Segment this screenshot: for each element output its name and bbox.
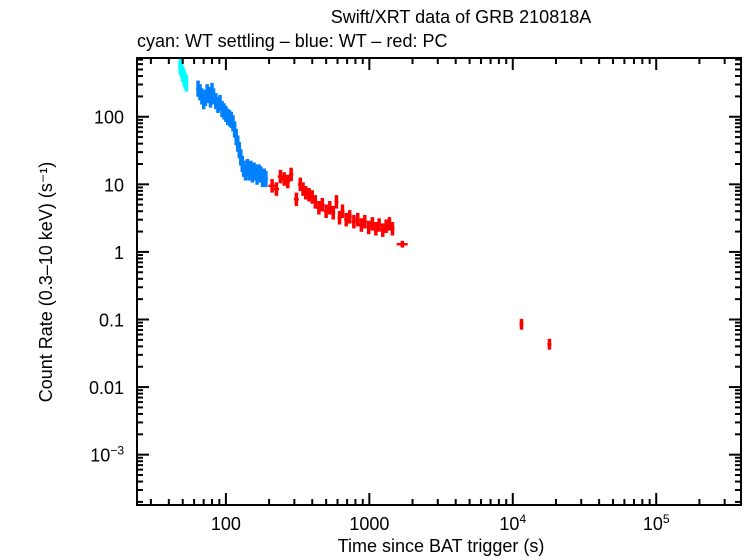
data-point [303, 186, 308, 200]
data-point [377, 218, 382, 232]
data-point [316, 201, 322, 215]
y-tick-labels: 100 10 1 0.1 0.01 10−3 [89, 108, 124, 466]
data-point [547, 338, 552, 350]
data-point [347, 210, 352, 224]
data-point [519, 318, 524, 330]
x-tick-label: 1000 [349, 514, 389, 534]
data-point [268, 179, 276, 193]
plot-frame [136, 57, 742, 506]
data-point [331, 205, 336, 220]
data-point [277, 169, 283, 184]
data-point [184, 75, 189, 92]
x-tick-label: 105 [643, 512, 670, 534]
data-points [178, 58, 552, 350]
data-point [288, 167, 294, 182]
data-point [281, 172, 287, 186]
data-point [351, 214, 356, 229]
data-point [344, 212, 349, 227]
data-point [373, 222, 378, 236]
data-point [313, 195, 318, 209]
data-point [384, 219, 389, 233]
y-tick-label: 10 [104, 175, 124, 195]
data-point [320, 197, 325, 212]
y-tick-label: 100 [94, 108, 124, 128]
data-point [340, 204, 345, 218]
x-tick-label: 104 [499, 512, 526, 534]
series-wt-settling [178, 58, 189, 92]
data-point [370, 217, 375, 231]
data-point [396, 240, 408, 248]
x-tick-labels: 100 1000 104 105 [211, 512, 670, 534]
chart-subtitle: cyan: WT settling – blue: WT – red: PC [137, 31, 447, 51]
data-point [263, 170, 268, 188]
data-point [334, 195, 339, 209]
data-point [323, 204, 329, 218]
data-point [362, 214, 367, 229]
data-point [327, 201, 332, 215]
y-axis-label: Count Rate (0.3–10 keV) (s⁻¹) [36, 162, 56, 403]
series-pc [268, 167, 552, 350]
axis-ticks [137, 58, 741, 505]
series-wt [196, 80, 268, 188]
data-point [366, 220, 371, 235]
data-point [380, 223, 385, 237]
data-point [355, 212, 360, 227]
chart-title: Swift/XRT data of GRB 210818A [331, 7, 591, 27]
data-point [293, 192, 299, 207]
y-tick-label: 0.1 [99, 310, 124, 330]
data-point [285, 174, 291, 189]
data-point [273, 182, 280, 196]
data-point [390, 222, 395, 236]
x-tick-label: 100 [211, 514, 241, 534]
y-tick-label: 10−3 [90, 444, 124, 466]
x-axis-label: Time since BAT trigger (s) [338, 536, 545, 556]
y-tick-label: 1 [114, 243, 124, 263]
y-tick-label: 0.01 [89, 378, 124, 398]
data-point [359, 218, 364, 232]
